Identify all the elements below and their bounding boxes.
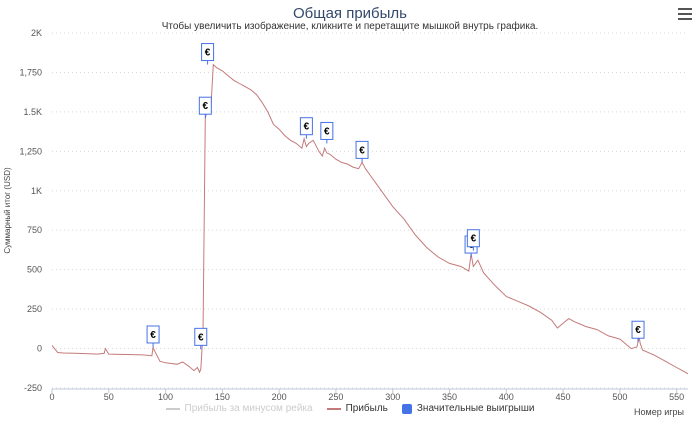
win-flag-box xyxy=(146,325,160,344)
profit-series-line xyxy=(51,63,689,375)
y-axis-title: Суммарный итог (USD) xyxy=(3,167,12,254)
win-flag-marker[interactable]: € xyxy=(320,121,334,144)
win-flag-box xyxy=(320,121,334,140)
win-flag-marker[interactable]: € xyxy=(194,327,208,350)
x-tick-label: 400 xyxy=(499,392,514,402)
win-flag-box xyxy=(466,229,480,248)
y-tick-label: 2K xyxy=(31,28,42,38)
y-tick-label: 500 xyxy=(27,265,42,275)
legend-wins-swatch xyxy=(401,403,412,414)
win-flag-box xyxy=(631,320,645,339)
win-flag-marker[interactable]: € xyxy=(201,43,215,65)
win-flag-symbol: € xyxy=(635,325,641,336)
menu-icon[interactable] xyxy=(678,8,692,20)
win-flag-symbol: € xyxy=(304,122,310,133)
win-flag-box xyxy=(198,96,212,115)
x-tick-label: 500 xyxy=(612,392,627,402)
win-flag-symbol: € xyxy=(198,332,204,343)
win-flag-marker[interactable]: € xyxy=(466,229,480,251)
win-flag-marker[interactable]: € xyxy=(146,325,160,347)
y-tick-label: 1K xyxy=(31,186,42,196)
legend-wins-label: Значительные выигрыши xyxy=(416,403,535,414)
legend-rake-label: Прибыль за минусом рейка xyxy=(184,403,313,414)
x-tick-label: 300 xyxy=(385,392,400,402)
win-flag-marker[interactable]: € xyxy=(631,320,645,343)
x-tick-label: 50 xyxy=(104,392,114,402)
x-tick-label: 550 xyxy=(669,392,684,402)
win-flag-marker[interactable]: € xyxy=(355,140,369,163)
legend-item-wins[interactable]: Значительные выигрыши xyxy=(401,403,535,414)
x-tick-label: 250 xyxy=(328,392,343,402)
x-axis-title: Номер игры xyxy=(634,407,684,417)
win-flag-marker[interactable]: € xyxy=(198,96,212,119)
win-flag-box xyxy=(194,327,208,346)
x-tick-label: 200 xyxy=(272,392,287,402)
win-flag-symbol: € xyxy=(359,145,365,156)
x-tick-label: 0 xyxy=(49,392,54,402)
win-flag-symbol: € xyxy=(203,101,209,112)
y-tick-label: 1,750 xyxy=(19,67,42,77)
chart-title: Общая прибыль xyxy=(292,5,408,22)
win-flag-box xyxy=(201,43,215,62)
y-tick-label: -250 xyxy=(24,383,42,393)
y-tick-label: 0 xyxy=(37,344,42,354)
win-flag-symbol: € xyxy=(471,234,477,245)
win-flag-symbol: € xyxy=(324,126,330,137)
legend: Прибыль за минусом рейка Прибыль Значите… xyxy=(0,403,700,414)
win-flag-symbol: € xyxy=(150,330,156,341)
legend-rake-swatch xyxy=(165,407,180,410)
legend-item-rake[interactable]: Прибыль за минусом рейка xyxy=(165,403,313,414)
win-flag-box xyxy=(299,117,313,136)
legend-profit-label: Прибыль xyxy=(345,403,388,414)
legend-item-profit[interactable]: Прибыль xyxy=(326,403,388,414)
x-tick-label: 100 xyxy=(158,392,173,402)
x-tick-label: 150 xyxy=(215,392,230,402)
legend-profit-swatch xyxy=(326,407,341,410)
y-tick-label: 1,250 xyxy=(19,146,42,156)
win-flag-box xyxy=(355,140,369,159)
y-tick-label: 250 xyxy=(27,304,42,314)
y-tick-label: 750 xyxy=(27,225,42,235)
win-flag-symbol: € xyxy=(205,48,211,59)
chart-subtitle: Чтобы увеличить изображение, кликните и … xyxy=(161,21,539,32)
y-tick-label: 1.5K xyxy=(23,107,42,117)
x-tick-label: 350 xyxy=(442,392,457,402)
win-flag-marker[interactable]: € xyxy=(299,117,313,139)
x-tick-label: 450 xyxy=(556,392,571,402)
